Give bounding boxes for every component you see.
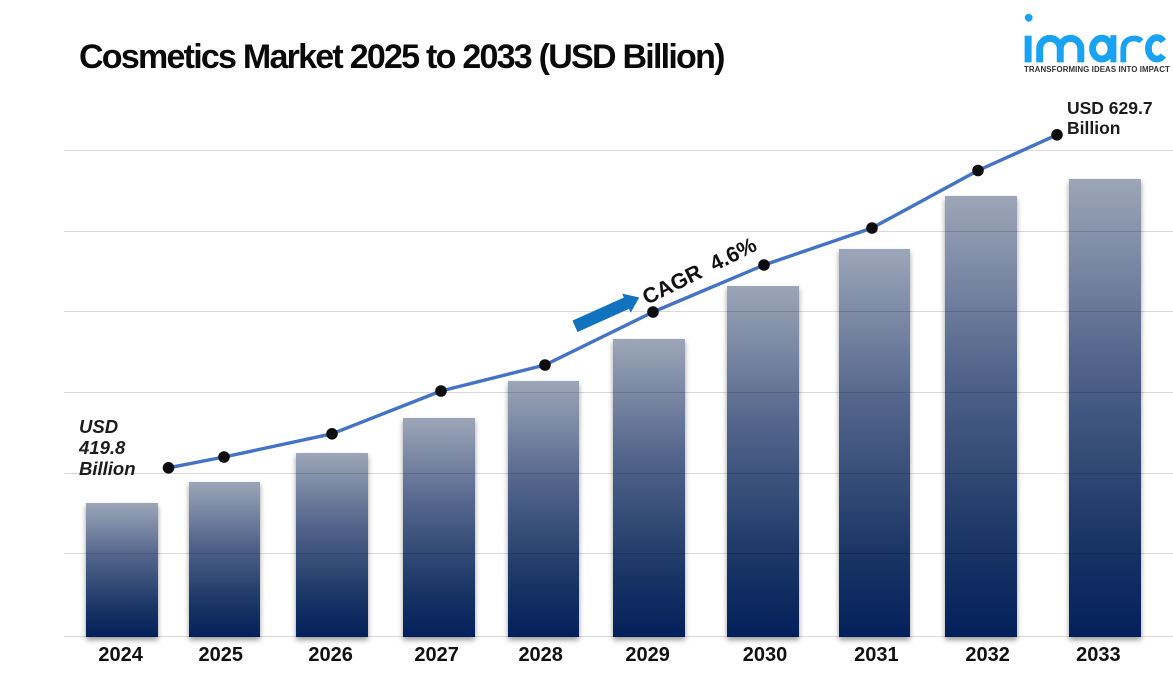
svg-text:CAGR 4.6%: CAGR 4.6% — [639, 233, 761, 310]
